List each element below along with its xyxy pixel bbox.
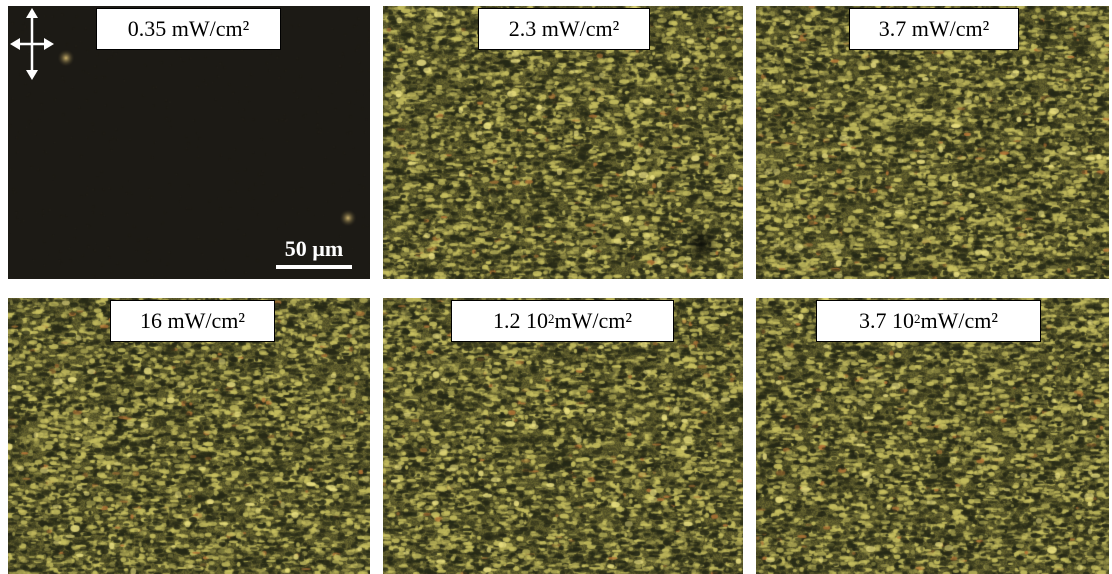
scale-bar-line bbox=[276, 265, 352, 269]
intensity-label: 2.3 mW/cm² bbox=[478, 8, 650, 50]
micrograph-panel-1-2e2: 1.2 10 2 mW/cm² bbox=[383, 298, 743, 574]
micrograph-image bbox=[8, 298, 370, 574]
micrograph-image bbox=[383, 6, 743, 279]
scale-bar-label: 50 µm bbox=[284, 236, 344, 261]
intensity-label: 16 mW/cm² bbox=[110, 300, 275, 342]
crossed-polarizers-arrows-icon bbox=[10, 8, 54, 80]
intensity-label: 1.2 10 2 mW/cm² bbox=[451, 300, 674, 342]
micrograph-image bbox=[383, 298, 743, 574]
intensity-label: 0.35 mW/cm² bbox=[96, 8, 281, 50]
micrograph-image bbox=[756, 298, 1109, 574]
micrograph-panel-2-3: 2.3 mW/cm² bbox=[383, 6, 743, 279]
micrograph-panel-16: 16 mW/cm² bbox=[8, 298, 370, 574]
intensity-label: 3.7 10 2 mW/cm² bbox=[816, 300, 1041, 342]
micrograph-image bbox=[8, 6, 370, 279]
micrograph-panel-0-35: 0.35 mW/cm² 50 µm bbox=[8, 6, 370, 279]
micrograph-image bbox=[756, 6, 1109, 279]
intensity-label: 3.7 mW/cm² bbox=[849, 8, 1019, 50]
micrograph-panel-3-7e2: 3.7 10 2 mW/cm² bbox=[756, 298, 1109, 574]
scale-bar: 50 µm bbox=[274, 237, 354, 269]
micrograph-panel-3-7: 3.7 mW/cm² bbox=[756, 6, 1109, 279]
